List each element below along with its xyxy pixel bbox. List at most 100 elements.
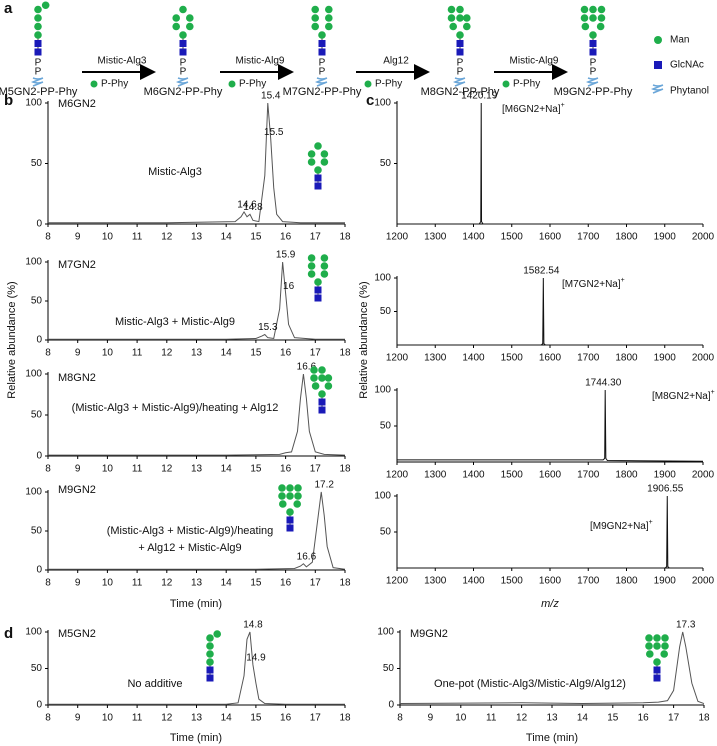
y-tick-label: 50 [380,527,392,538]
donor-label: P-Phy [513,79,540,90]
x-tick-label: 15 [607,713,619,724]
ion-label: [M9GN2+Na]+ [590,519,653,532]
man-icon [311,14,320,22]
man-icon [581,22,590,31]
x-axis-label: Time (min) [170,598,222,610]
man-icon [206,650,214,658]
peak-label: 16.6 [297,362,317,373]
x-tick-label: 14 [577,713,589,724]
trace [48,102,345,224]
x-tick-label: 1500 [501,353,524,364]
y-tick-label: 50 [380,306,392,317]
y-tick-label: 0 [388,700,394,711]
product-label: M9GN2-PP-Phy [554,86,633,98]
glcnac-icon [179,40,187,47]
glcnac-icon [34,48,42,56]
peak-label: 1744.30 [585,378,622,389]
phosphate: P [590,67,597,78]
man-icon [294,484,302,492]
man-icon [179,5,187,14]
man-icon [660,650,668,658]
x-tick-label: 9 [428,713,434,724]
enzyme-label: Mistic-Alg3 [98,56,147,67]
phytanol-icon [452,77,466,87]
phosphate: P [319,67,326,78]
legend-glcnac [654,61,662,69]
glcnac-icon [456,48,464,56]
glcnac-icon [286,516,294,524]
peak-label: 16 [283,281,295,292]
x-tick-label: 15 [250,232,262,243]
phosphate: P [35,58,42,69]
x-tick-label: 9 [75,578,81,589]
x-tick-label: 14 [221,578,233,589]
ion-charge: + [711,389,715,396]
man-icon [661,634,669,642]
x-tick-label: 2000 [692,576,715,587]
chart-name: M9GN2 [410,628,448,640]
y-tick-label: 100 [374,385,391,396]
x-tick-label: 17 [310,578,322,589]
man-icon [307,150,316,158]
x-tick-label: 1800 [615,470,638,481]
trace [48,491,346,570]
donor-label: P-Phy [375,79,402,90]
x-tick-label: 1700 [577,470,600,481]
x-tick-label: 1200 [386,232,409,243]
peak-label: 15.5 [264,127,284,138]
man-icon [213,630,221,638]
x-axis-label: Time (min) [170,732,222,744]
condition-label: Mistic-Alg3 [148,166,202,178]
x-tick-label: 11 [132,232,143,243]
man-icon [228,80,236,88]
peak-label: 15.9 [276,250,296,261]
man-icon [310,374,318,382]
x-tick-label: 12 [161,232,173,243]
man-icon [206,658,214,666]
man-icon [463,22,471,31]
x-tick-label: 11 [132,348,143,359]
x-tick-label: 18 [339,713,351,724]
x-tick-label: 1300 [424,353,447,364]
phosphate: P [457,58,464,69]
y-tick-label: 50 [31,410,43,421]
x-tick-label: 10 [102,348,114,359]
x-tick-label: 10 [102,232,114,243]
x-tick-label: 13 [546,713,558,724]
x-tick-label: 1800 [615,576,638,587]
phytanol-icon [175,77,189,87]
x-axis-label: Time (min) [526,732,578,744]
y-tick-label: 100 [25,487,42,498]
x-tick-label: 17 [310,348,322,359]
man-icon [589,5,597,14]
x-tick-label: 12 [161,713,173,724]
man-icon [294,492,302,500]
condition-label: No additive [127,678,182,690]
peak-label: 1582.54 [523,266,560,277]
peak-label: 1906.55 [647,484,684,495]
man-icon [307,270,316,278]
y-tick-label: 0 [36,451,42,462]
product-label: M6GN2-PP-Phy [144,86,223,98]
glcnac-icon [589,48,597,56]
man-icon [653,658,661,666]
phosphate: P [180,58,187,69]
phosphate: P [180,67,187,78]
glcnac-icon [653,666,661,674]
y-tick-label: 100 [374,273,391,284]
x-tick-label: 1600 [539,470,562,481]
man-icon [34,5,42,14]
ion-label: [M6GN2+Na]+ [502,102,565,115]
legend-label: Phytanol [670,86,709,97]
x-tick-label: 17 [310,232,322,243]
y-tick-label: 0 [36,700,42,711]
chart-name: M9GN2 [58,484,96,496]
man-icon [34,14,42,22]
man-icon [310,366,318,374]
x-tick-label: 1600 [539,232,562,243]
man-icon [456,31,464,39]
y-tick-label: 50 [380,158,392,169]
man-icon [34,22,42,31]
condition-label: + Alg12 + Mistic-Alg9 [138,542,241,554]
